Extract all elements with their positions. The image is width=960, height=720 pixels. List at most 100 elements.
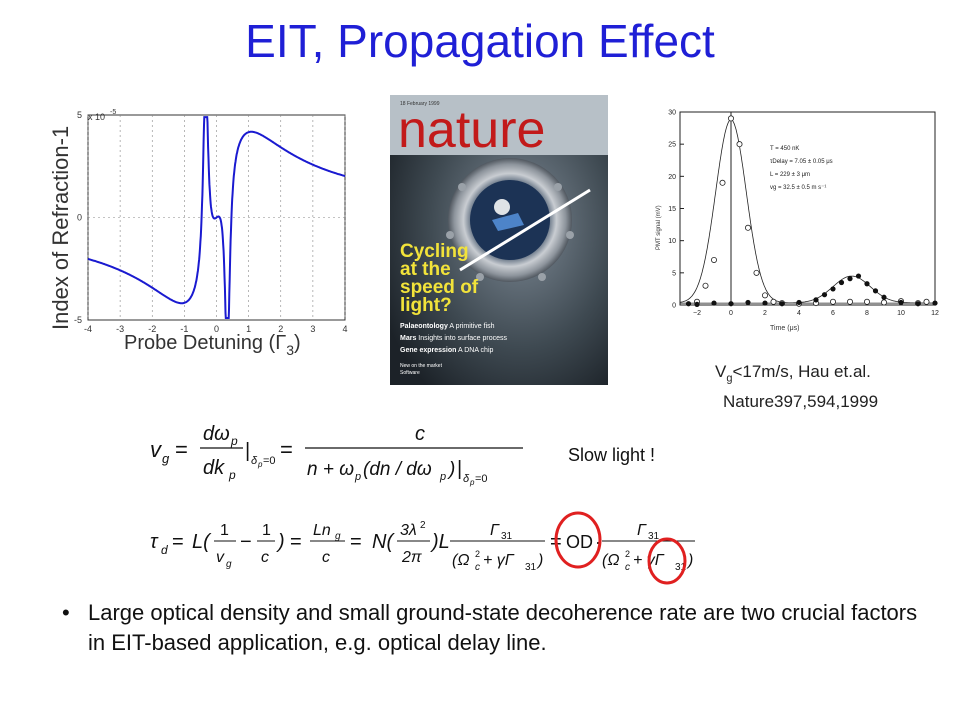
pulse-x-tick: 0 [729,310,733,317]
pulse-y-tick: 15 [668,206,676,213]
refraction-y-tick: 0 [77,213,82,223]
refraction-x-tick: 0 [214,324,219,334]
svg-text:31: 31 [501,531,513,542]
reference-point [711,256,718,263]
refraction-ylabel: Index of Refraction-1 [50,126,73,330]
delayed-point [881,294,887,300]
svg-text:)L: )L [430,531,450,553]
svg-text:T = 450 nK: T = 450 nK [770,146,799,152]
svg-text:τDelay = 7.05 ± 0.05 μs: τDelay = 7.05 ± 0.05 μs [770,159,833,165]
pulse-y-tick: 20 [668,174,676,181]
pulse-legend: T = 450 nK τDelay = 7.05 ± 0.05 μs L = 2… [770,146,833,191]
svg-text:|: | [245,440,250,462]
pulse-y-tick: 25 [668,142,676,149]
svg-text:c: c [322,549,330,566]
svg-text:speed of: speed of [400,277,479,298]
svg-text:Ln: Ln [313,522,331,539]
refraction-x-tick: 3 [310,324,315,334]
svg-text:1: 1 [220,522,229,539]
svg-text:+ γΓ: + γΓ [483,552,515,569]
svg-text:=0: =0 [263,455,276,467]
delayed-point [932,300,938,306]
svg-text:d: d [161,543,168,557]
refraction-plot-axes: -4 -3 -2 -1 0 1 2 3 4 5 0 -5 [74,110,348,334]
pulse-fit-curves [679,119,935,304]
reference-point [762,292,769,299]
svg-text:Software: Software [400,370,420,376]
delayed-point [685,301,692,307]
svg-text:n + ω: n + ω [307,459,354,480]
pulse-y-tick: 10 [668,238,676,245]
svg-text:OD: OD [566,532,593,552]
svg-text:New on the market: New on the market [400,363,443,369]
pulse-x-tick: 2 [763,310,767,317]
delayed-point [830,286,836,292]
pulse-y-tick: 0 [672,303,676,310]
refraction-curve-line [87,116,346,319]
svg-text:p: p [354,471,361,483]
svg-text:1: 1 [262,522,271,539]
pulse-xlabel: Time (μs) [770,325,799,332]
svg-text:vg = 32.5 ± 0.5 m s⁻¹: vg = 32.5 ± 0.5 m s⁻¹ [770,185,826,191]
reference-point [728,115,735,122]
pulse-ylabel: PMT signal (mV) [656,205,662,250]
svg-text:N(: N( [372,531,395,553]
svg-text:·: · [595,532,601,552]
svg-text:τ: τ [150,531,159,553]
cover-contents: Palaeontology A primitive fish Mars Insi… [400,323,508,354]
cover-date: 18 February 1999 [400,101,440,107]
svg-text:at the: at the [400,259,451,280]
pulse-data-points [685,115,938,307]
svg-text:c: c [261,549,269,566]
pulse-delay-plot: PMT signal (mV) −2 0 2 4 6 8 10 12051015202530 … [650,100,945,335]
refraction-curve [87,116,346,319]
reference-point [753,269,760,276]
svg-text:−: − [240,531,252,553]
cover-bolts [446,183,574,281]
svg-text:Gene expression A DNA chip: Gene expression A DNA chip [400,347,493,354]
svg-text:Palaeontology A primitive fish: Palaeontology A primitive fish [400,323,495,330]
delayed-point [796,299,802,306]
delayed-point [847,276,853,282]
refraction-x-tick: 4 [342,324,347,334]
svg-text:31: 31 [525,562,537,573]
slide-title: EIT, Propagation Effect [245,15,715,67]
delayed-point [711,300,717,306]
delayed-point [813,297,819,303]
svg-text:p: p [230,434,238,448]
svg-text:g: g [226,559,232,570]
cover-masthead: nature [398,101,545,159]
svg-text:v: v [150,437,163,462]
svg-text:light?: light? [400,295,452,316]
pulse-x-tick: 4 [797,310,801,317]
refraction-x-tick: 1 [246,324,251,334]
svg-text:=: = [350,531,362,553]
svg-text:δ: δ [251,455,258,467]
svg-text:Cycling: Cycling [400,241,469,262]
svg-text:=0: =0 [475,473,488,485]
svg-text:): ) [276,531,285,553]
reference-point [846,298,853,305]
svg-text:δ: δ [463,473,470,485]
reference-point [702,282,709,289]
svg-text:): ) [447,459,455,480]
reference-fit-line [679,119,935,304]
svg-text:=: = [280,437,293,462]
delayed-point [855,273,862,279]
bullet-text: Large optical density and small ground-s… [88,600,918,655]
reference-point [719,179,726,186]
delayed-point [728,301,734,307]
svg-text:Γ: Γ [490,522,500,539]
delayed-fit-line [680,275,935,304]
svg-text:p: p [228,468,236,482]
svg-text:v: v [216,549,225,566]
refraction-xlabel: Probe Detuning (Γ3) [124,332,301,358]
svg-text:dk: dk [203,457,225,479]
nature-cover-image: 18 February 1999 nature Cycling at the s… [390,95,608,385]
svg-text:2: 2 [475,549,480,559]
svg-text:c: c [415,423,425,445]
svg-text:): ) [686,552,693,569]
od-highlight-circle [554,511,602,569]
delayed-point [745,299,751,306]
